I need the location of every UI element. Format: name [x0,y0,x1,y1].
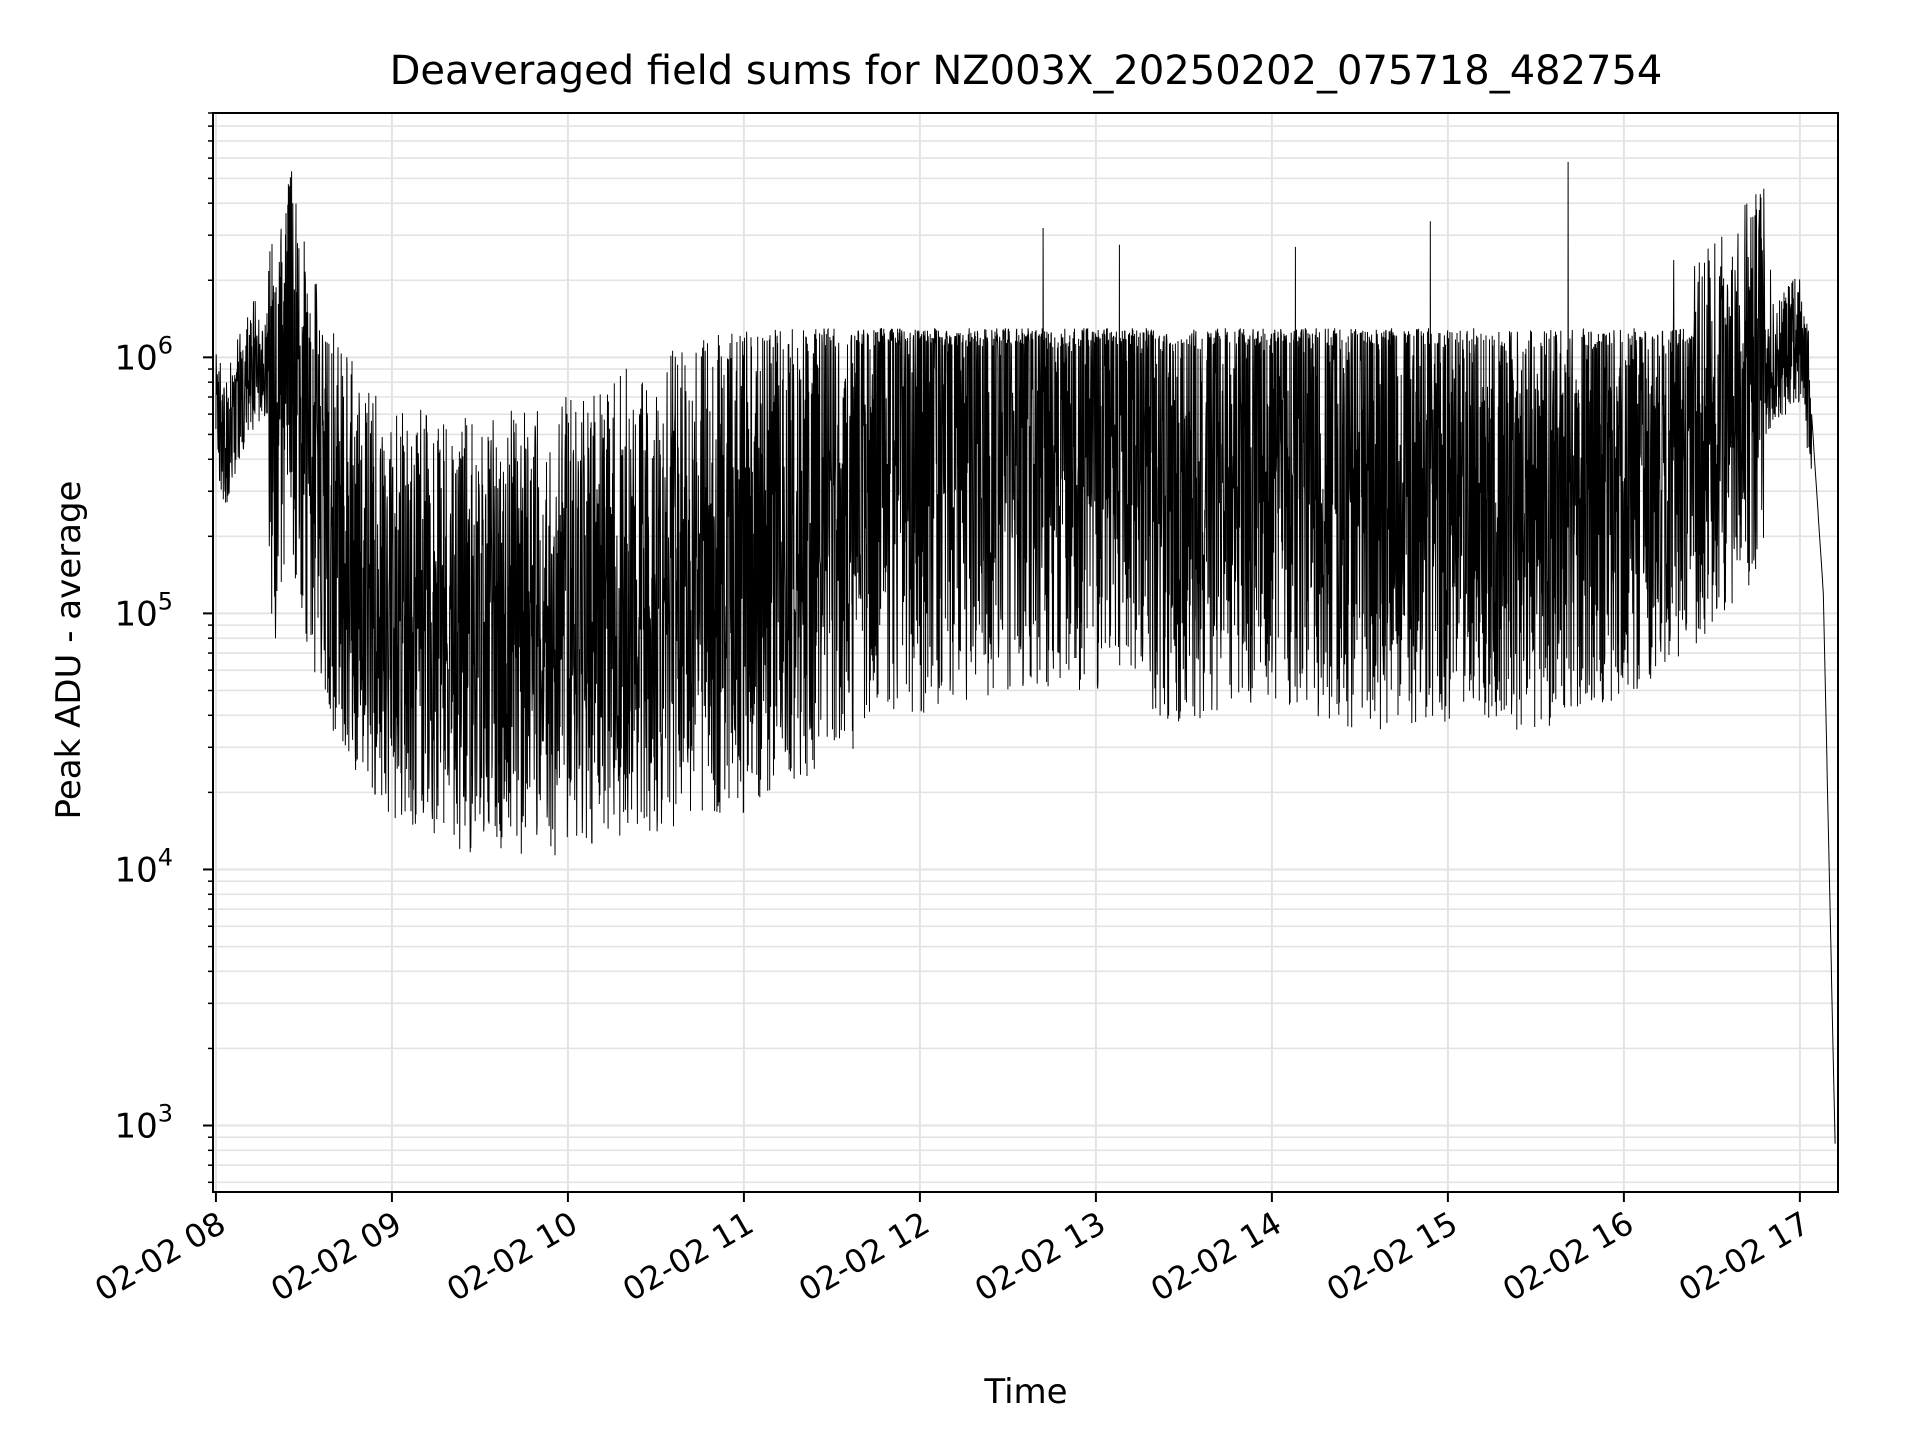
y-tick-label: 105 [114,587,173,634]
chart-title: Deaveraged field sums for NZ003X_2025020… [390,48,1663,94]
y-tick-label: 104 [114,843,173,890]
y-tick-label: 103 [114,1100,173,1147]
series-line [215,161,1836,1144]
y-axis: 103 104 105 106 [114,112,213,1184]
y-tick-label: 106 [114,331,173,378]
x-axis-label: Time [983,1372,1067,1412]
y-axis-label: Peak ADU - average [49,481,89,820]
series-layer [215,161,1836,1144]
